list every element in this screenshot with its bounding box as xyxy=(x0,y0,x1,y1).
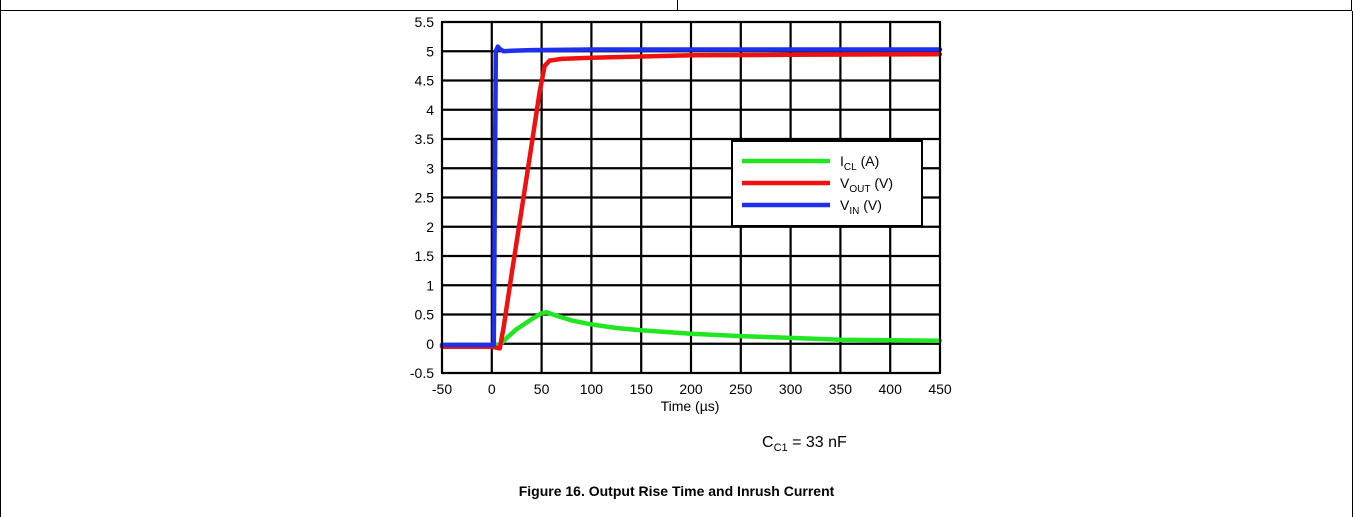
x-tick-label: -50 xyxy=(432,381,452,397)
y-tick-label: 4.5 xyxy=(415,73,435,89)
y-tick-label: 1.5 xyxy=(415,248,435,264)
page-frame-divider xyxy=(677,0,678,11)
condition-label: CC1 = 33 nF xyxy=(762,434,847,454)
y-tick-label: 3 xyxy=(426,160,434,176)
series-line-vin xyxy=(439,44,943,348)
x-tick-label: 250 xyxy=(729,381,753,397)
y-tick-label: -0.5 xyxy=(410,365,434,381)
page-frame-top xyxy=(0,0,1352,11)
legend-label-vout: VOUT (V) xyxy=(840,175,893,195)
y-tick-label: 3.5 xyxy=(415,131,435,147)
x-tick-label: 0 xyxy=(488,381,496,397)
y-tick-label: 1 xyxy=(426,277,434,293)
x-tick-label: 450 xyxy=(928,381,952,397)
series-line-icl xyxy=(439,309,943,348)
x-tick-label: 300 xyxy=(779,381,803,397)
x-axis-title: Time (µs) xyxy=(661,398,720,414)
legend-label-vin: VIN (V) xyxy=(840,197,882,217)
condition-main: C xyxy=(762,434,774,451)
y-tick-label: 0.5 xyxy=(415,307,435,323)
x-tick-label: 100 xyxy=(580,381,604,397)
legend: ICL (A)VOUT (V)VIN (V) xyxy=(731,140,923,227)
chart-ticks: -50 0 50 100 150 200 250 300 350 400 450 -0.5 0 0.5 1 1… xyxy=(410,14,952,397)
y-tick-label: 4 xyxy=(426,102,434,118)
x-tick-label: 200 xyxy=(679,381,703,397)
x-tick-label: 50 xyxy=(534,381,550,397)
legend-label-icl: ICL (A) xyxy=(840,153,879,173)
x-tick-label: 350 xyxy=(829,381,853,397)
x-tick-label: 150 xyxy=(630,381,654,397)
y-tick-label: 2.5 xyxy=(415,190,435,206)
figure-caption: Figure 16. Output Rise Time and Inrush C… xyxy=(518,483,835,499)
y-tick-label: 2 xyxy=(426,219,434,235)
y-tick-label: 5 xyxy=(426,43,434,59)
chart-series xyxy=(439,44,943,351)
plot-border xyxy=(441,21,941,374)
series-line-vout xyxy=(439,51,943,351)
y-tick-label: 0 xyxy=(426,336,434,352)
x-tick-label: 400 xyxy=(879,381,903,397)
y-tick-label: 5.5 xyxy=(415,14,435,30)
condition-rest: = 33 nF xyxy=(787,434,847,451)
condition-sub: C1 xyxy=(773,442,788,455)
